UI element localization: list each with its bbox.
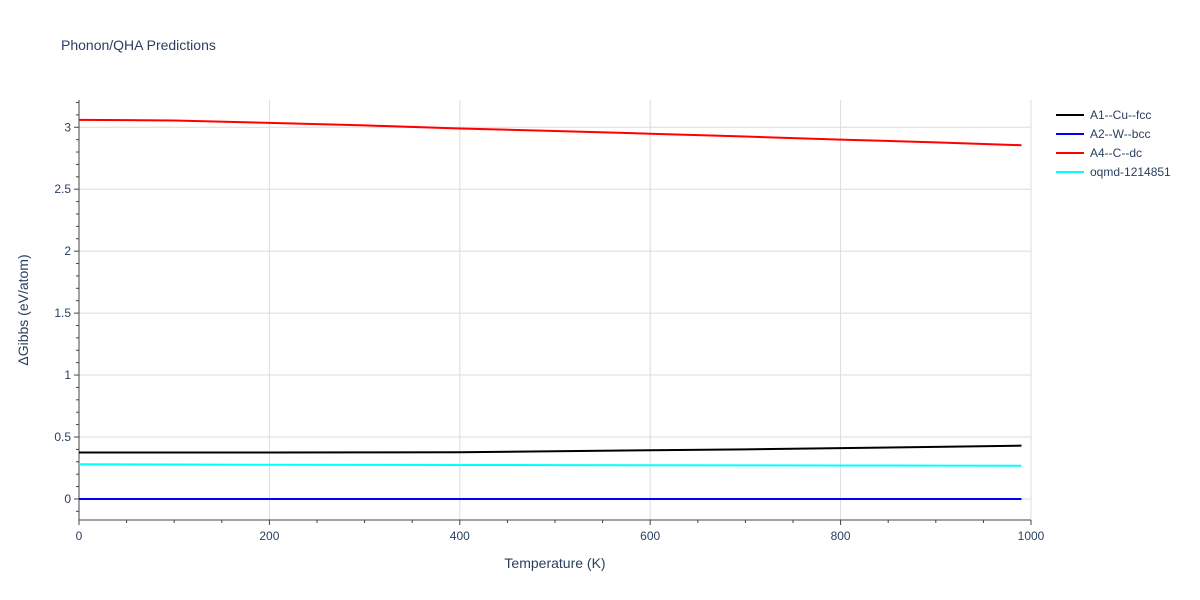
x-tick-label: 0 xyxy=(76,529,83,543)
x-tick-label: 600 xyxy=(640,529,660,543)
chart-title: Phonon/QHA Predictions xyxy=(61,37,216,53)
x-tick-label: 1000 xyxy=(1018,529,1045,543)
y-tick-label: 2.5 xyxy=(54,182,71,196)
y-tick-label: 1 xyxy=(64,368,71,382)
series-line xyxy=(78,118,1022,147)
series-lines xyxy=(78,118,1022,500)
legend-item[interactable]: A2--W--bcc xyxy=(1056,127,1150,141)
y-tick-label: 3 xyxy=(64,120,71,134)
x-tick-labels: 0 200 400 600 800 1000 xyxy=(76,529,1045,543)
legend-label: oqmd-1214851 xyxy=(1090,165,1171,179)
y-axis-title: ΔGibbs (eV/atom) xyxy=(15,254,31,365)
legend-item[interactable]: oqmd-1214851 xyxy=(1056,165,1171,179)
y-tick-label: 2 xyxy=(64,244,71,258)
y-tick-label: 0.5 xyxy=(54,430,71,444)
y-tick-label: 0 xyxy=(64,492,71,506)
legend-label: A2--W--bcc xyxy=(1090,127,1150,141)
series-line xyxy=(79,444,1022,454)
x-tick-label: 400 xyxy=(450,529,470,543)
legend-label: A1--Cu--fcc xyxy=(1090,108,1151,122)
x-tick-label: 200 xyxy=(259,529,279,543)
x-tick-label: 800 xyxy=(831,529,851,543)
x-axis-title: Temperature (K) xyxy=(504,555,605,571)
y-tick-labels: 0 0.5 1 1.5 2 2.5 3 xyxy=(54,120,71,506)
legend[interactable]: A1--Cu--fcc A2--W--bcc A4--C--dc oqmd-12148… xyxy=(1056,108,1171,179)
axes xyxy=(74,100,1032,525)
legend-label: A4--C--dc xyxy=(1090,146,1142,160)
y-tick-label: 1.5 xyxy=(54,306,71,320)
legend-item[interactable]: A4--C--dc xyxy=(1056,146,1142,160)
legend-item[interactable]: A1--Cu--fcc xyxy=(1056,108,1151,122)
series-line xyxy=(78,463,1022,467)
